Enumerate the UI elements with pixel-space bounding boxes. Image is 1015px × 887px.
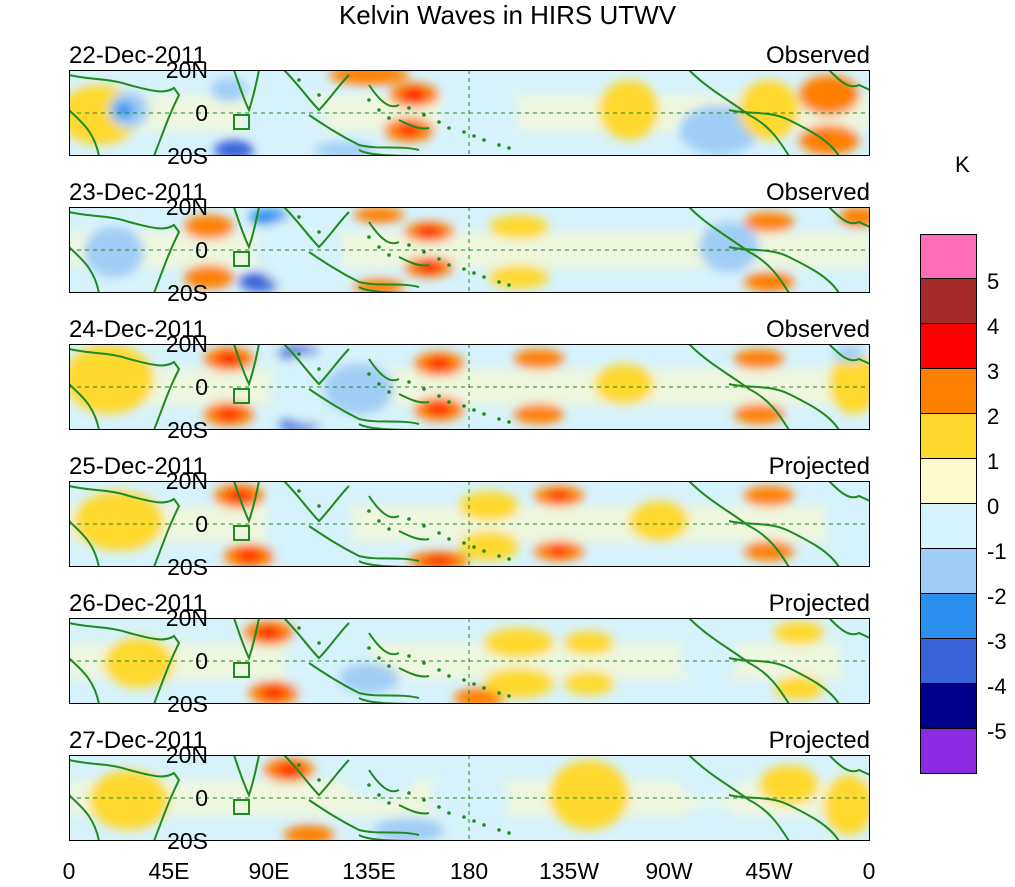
colorbar-label: 4 <box>987 314 1000 339</box>
colorbar-box <box>920 684 977 729</box>
lat-label: 20N <box>165 57 208 83</box>
lat-label: 20S <box>167 143 208 169</box>
panel-tag: Observed <box>765 316 870 343</box>
colorbar-label: 3 <box>987 359 1000 384</box>
figure-title: Kelvin Waves in HIRS UTWV <box>338 0 677 30</box>
colorbar-label: -5 <box>987 719 1007 744</box>
map-panel-5: 26-Dec-2011 Projected <box>69 590 870 704</box>
colorbar-label: 1 <box>987 449 1000 474</box>
panel-date: 26-Dec-2011 <box>69 590 206 617</box>
lat-label: 20N <box>165 742 208 768</box>
map-frame <box>69 344 870 430</box>
lat-label: 20N <box>165 605 208 631</box>
map-frame <box>69 755 870 841</box>
panel-tag: Projected <box>768 453 870 480</box>
lon-label: 45W <box>745 858 793 884</box>
map-frame <box>69 481 870 567</box>
lat-label: 0 <box>195 100 208 126</box>
panel-tag: Projected <box>768 590 870 617</box>
colorbar <box>920 234 977 774</box>
lat-label: 20S <box>167 691 208 717</box>
colorbar-label: 5 <box>987 269 1000 294</box>
panel-date: 27-Dec-2011 <box>69 727 206 754</box>
colorbar-box <box>920 234 977 279</box>
colorbar-box <box>920 639 977 684</box>
map-panel-6: 27-Dec-2011 Projected <box>69 727 870 841</box>
colorbar-box <box>920 369 977 414</box>
colorbar-units: K <box>955 152 970 177</box>
colorbar-box <box>920 549 977 594</box>
panel-tag: Observed <box>765 179 870 206</box>
lat-label: 20N <box>165 468 208 494</box>
lon-label: 0 <box>62 858 76 884</box>
panel-date: 25-Dec-2011 <box>69 453 206 480</box>
lat-label: 0 <box>195 648 208 674</box>
lon-label: 135W <box>538 858 600 884</box>
map-panel-1: 22-Dec-2011 Observed <box>69 42 870 156</box>
map-frame <box>69 70 870 156</box>
panel-date: 24-Dec-2011 <box>69 316 206 343</box>
lat-label: 20S <box>167 554 208 580</box>
lon-label: 90W <box>645 858 693 884</box>
map-panel-4: 25-Dec-2011 Projected <box>69 453 870 567</box>
lat-label: 0 <box>195 511 208 537</box>
colorbar-box <box>920 504 977 549</box>
lat-label: 0 <box>195 237 208 263</box>
colorbar-box <box>920 729 977 774</box>
anomaly-map <box>69 70 870 156</box>
lat-label: 20S <box>167 828 208 854</box>
lon-label: 0 <box>862 858 876 884</box>
lon-label: 180 <box>449 858 489 884</box>
colorbar-box <box>920 324 977 369</box>
lat-label: 20N <box>165 194 208 220</box>
lat-label: 0 <box>195 785 208 811</box>
colorbar-label: -4 <box>987 674 1007 699</box>
lat-label: 0 <box>195 374 208 400</box>
colorbar-label: -3 <box>987 629 1007 654</box>
colorbar-label: -2 <box>987 584 1007 609</box>
map-panel-2: 23-Dec-2011 Observed <box>69 179 870 293</box>
anomaly-map <box>69 618 870 704</box>
lat-label: 20S <box>167 280 208 306</box>
anomaly-map <box>69 344 870 430</box>
colorbar-box <box>920 459 977 504</box>
lon-label: 90E <box>248 858 290 884</box>
lon-label: 45E <box>148 858 190 884</box>
lat-label: 20S <box>167 417 208 443</box>
colorbar-label: 0 <box>987 494 1000 519</box>
lon-label: 135E <box>342 858 396 884</box>
anomaly-map <box>69 207 870 293</box>
colorbar-label: 2 <box>987 404 1000 429</box>
anomaly-map <box>69 481 870 567</box>
colorbar-box <box>920 279 977 324</box>
panel-tag: Observed <box>765 42 870 69</box>
colorbar-box <box>920 594 977 639</box>
map-panel-3: 24-Dec-2011 Observed <box>69 316 870 430</box>
panel-date: 22-Dec-2011 <box>69 42 206 69</box>
panel-date: 23-Dec-2011 <box>69 179 206 206</box>
panel-tag: Projected <box>768 727 870 754</box>
map-frame <box>69 207 870 293</box>
map-frame <box>69 618 870 704</box>
anomaly-map <box>69 755 870 841</box>
colorbar-label: -1 <box>987 539 1007 564</box>
colorbar-box <box>920 414 977 459</box>
lat-label: 20N <box>165 331 208 357</box>
